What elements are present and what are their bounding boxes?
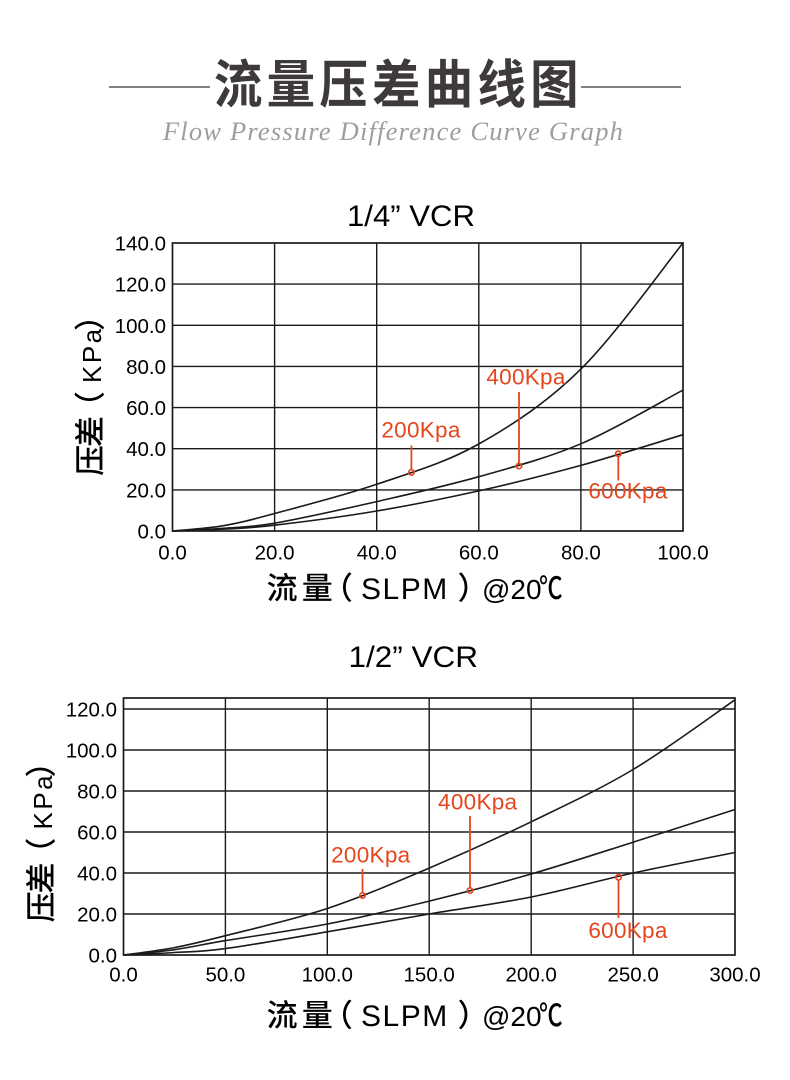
svg-text:KPa: KPa (28, 773, 58, 830)
svg-text:140.0: 140.0 (115, 233, 166, 256)
svg-text:120.0: 120.0 (66, 699, 117, 722)
svg-text:200Kpa: 200Kpa (381, 417, 461, 442)
svg-text:20.0: 20.0 (77, 904, 117, 927)
svg-text:0.0: 0.0 (138, 521, 167, 544)
svg-text:600Kpa: 600Kpa (588, 478, 668, 503)
svg-text:@20: @20 (482, 574, 542, 605)
svg-text:400Kpa: 400Kpa (438, 789, 518, 814)
svg-text:0.0: 0.0 (89, 945, 118, 968)
svg-text:200.0: 200.0 (506, 964, 557, 987)
svg-text:Flow Pressure Difference Curve: Flow Pressure Difference Curve Graph (162, 116, 624, 146)
svg-text:20.0: 20.0 (255, 541, 295, 564)
svg-text:SLPM: SLPM (361, 1000, 449, 1033)
svg-text:100.0: 100.0 (115, 315, 166, 338)
svg-text:300.0: 300.0 (709, 964, 760, 987)
svg-text:250.0: 250.0 (607, 964, 658, 987)
svg-text:600Kpa: 600Kpa (588, 918, 668, 943)
svg-text:100.0: 100.0 (66, 740, 117, 763)
svg-text:400Kpa: 400Kpa (486, 364, 566, 389)
svg-text:20.0: 20.0 (126, 479, 166, 502)
svg-text:0.0: 0.0 (158, 541, 187, 564)
svg-text:40.0: 40.0 (77, 863, 117, 886)
svg-text:80.0: 80.0 (561, 541, 601, 564)
svg-text:120.0: 120.0 (115, 274, 166, 297)
svg-text:100.0: 100.0 (302, 964, 353, 987)
svg-text:150.0: 150.0 (404, 964, 455, 987)
svg-text:80.0: 80.0 (126, 356, 166, 379)
svg-text:SLPM: SLPM (361, 573, 449, 606)
svg-text:1/4” VCR: 1/4” VCR (347, 200, 475, 233)
svg-text:@20: @20 (482, 1001, 542, 1032)
svg-text:40.0: 40.0 (126, 438, 166, 461)
svg-text:40.0: 40.0 (357, 541, 397, 564)
svg-text:100.0: 100.0 (657, 541, 708, 564)
svg-text:200Kpa: 200Kpa (331, 842, 411, 867)
svg-text:1/2” VCR: 1/2” VCR (349, 641, 479, 674)
svg-text:60.0: 60.0 (126, 397, 166, 420)
svg-text:KPa: KPa (77, 326, 107, 383)
svg-text:60.0: 60.0 (459, 541, 499, 564)
svg-text:80.0: 80.0 (77, 781, 117, 804)
svg-text:60.0: 60.0 (77, 822, 117, 845)
svg-text:0.0: 0.0 (109, 964, 138, 987)
svg-text:50.0: 50.0 (205, 964, 245, 987)
